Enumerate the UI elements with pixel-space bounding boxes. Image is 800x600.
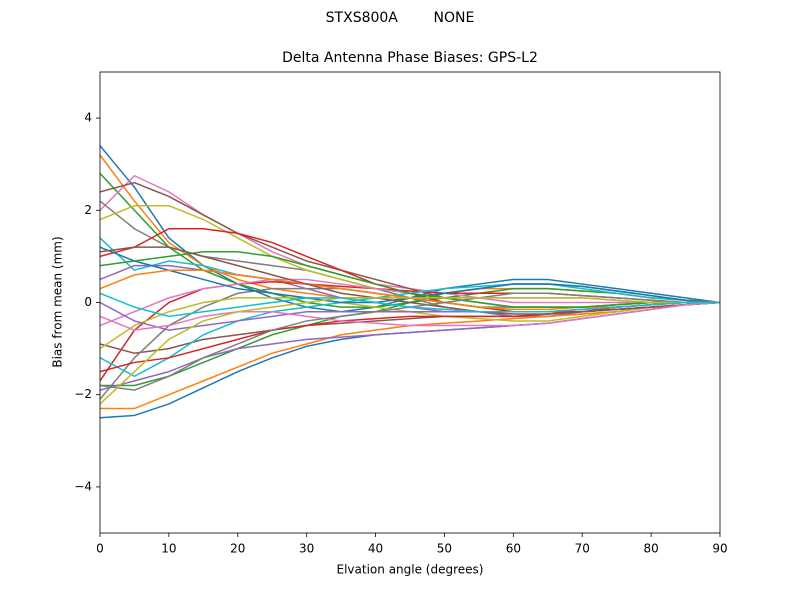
x-tick-label: 70 xyxy=(575,542,590,556)
x-tick-label: 90 xyxy=(712,542,727,556)
chart-suptitle: STXS800A NONE xyxy=(326,10,475,26)
x-tick-label: 40 xyxy=(368,542,383,556)
plot-area xyxy=(100,145,720,419)
x-axis-label: Elvation angle (degrees) xyxy=(337,563,484,577)
x-tick-label: 60 xyxy=(506,542,521,556)
x-tick-label: 80 xyxy=(643,542,658,556)
series-line xyxy=(100,181,720,308)
y-tick-label: −2 xyxy=(74,387,92,401)
y-axis-label: Bias from mean (mm) xyxy=(51,236,65,367)
y-tick-label: 0 xyxy=(84,295,92,309)
series-line xyxy=(100,172,720,308)
x-tick-label: 50 xyxy=(437,542,452,556)
x-tick-label: 0 xyxy=(96,542,104,556)
series-line xyxy=(100,297,720,405)
series-line xyxy=(100,301,720,331)
x-tick-label: 20 xyxy=(230,542,245,556)
y-tick-label: 4 xyxy=(84,111,92,125)
x-tick-label: 10 xyxy=(161,542,176,556)
y-tick-label: 2 xyxy=(84,203,92,217)
series-line xyxy=(100,292,720,318)
x-tick-label: 30 xyxy=(299,542,314,556)
series-line xyxy=(100,246,720,315)
series-line xyxy=(100,174,720,304)
chart-title: Delta Antenna Phase Biases: GPS-L2 xyxy=(282,50,538,66)
y-tick-label: −4 xyxy=(74,479,92,493)
series-line xyxy=(100,251,720,308)
